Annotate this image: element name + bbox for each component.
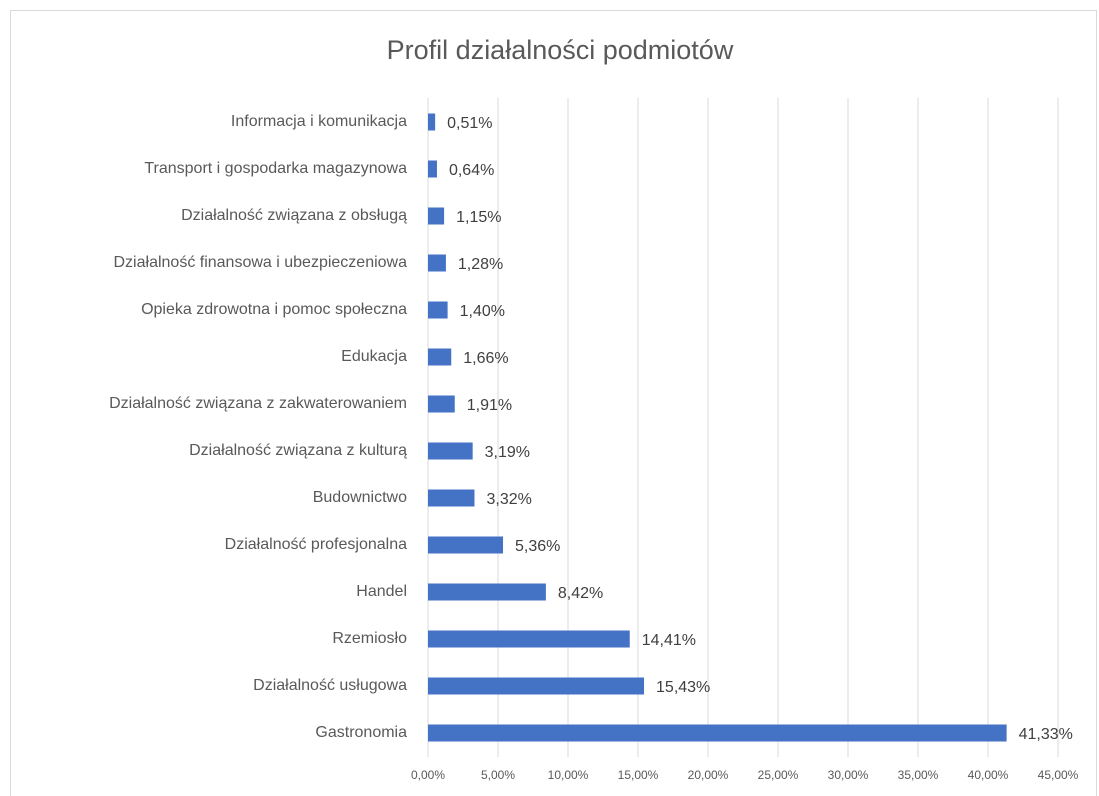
x-tick-label: 15,00%	[618, 768, 659, 782]
x-tick-label: 20,00%	[688, 768, 729, 782]
bar	[428, 442, 473, 460]
y-tick-label: Działalność związana z zakwaterowaniem	[109, 395, 407, 412]
y-tick-label: Rzemiosło	[332, 630, 407, 647]
y-tick-label: Opieka zdrowotna i pomoc społeczna	[141, 301, 407, 318]
bar	[428, 583, 546, 601]
data-label: 8,42%	[558, 585, 603, 602]
bar	[428, 254, 446, 272]
data-label: 14,41%	[642, 632, 696, 649]
y-tick-label: Działalność profesjonalna	[225, 536, 407, 553]
data-label: 41,33%	[1019, 726, 1073, 743]
x-tick-label: 40,00%	[968, 768, 1009, 782]
bar	[428, 113, 436, 131]
x-tick-label: 35,00%	[898, 768, 939, 782]
data-label: 1,40%	[460, 303, 505, 320]
y-tick-label: Transport i gospodarka magazynowa	[144, 160, 407, 177]
x-tick-label: 45,00%	[1038, 768, 1079, 782]
bar	[428, 489, 475, 507]
bar	[428, 724, 1007, 742]
chart-frame	[10, 10, 1097, 796]
bar	[428, 536, 504, 554]
x-tick-label: 10,00%	[548, 768, 589, 782]
data-label: 15,43%	[656, 679, 710, 696]
data-label: 3,32%	[486, 491, 531, 508]
y-tick-label: Handel	[356, 583, 407, 600]
data-label: 0,64%	[449, 162, 494, 179]
bar	[428, 395, 455, 413]
y-tick-label: Działalność usługowa	[253, 677, 407, 694]
y-tick-label: Budownictwo	[313, 489, 407, 506]
data-label: 3,19%	[485, 444, 530, 461]
bar	[428, 630, 630, 648]
y-tick-label: Informacja i komunikacja	[231, 113, 407, 130]
y-tick-label: Działalność finansowa i ubezpieczeniowa	[114, 254, 408, 271]
chart-title: Profil działalności podmiotów	[387, 35, 734, 65]
y-tick-label: Gastronomia	[315, 724, 407, 741]
x-tick-label: 0,00%	[411, 768, 445, 782]
data-label: 1,66%	[463, 350, 508, 367]
y-tick-label: Edukacja	[341, 348, 407, 365]
bar	[428, 677, 645, 695]
bar	[428, 160, 437, 178]
y-tick-label: Działalność związana z kulturą	[189, 442, 407, 459]
data-label: 1,28%	[458, 256, 503, 273]
data-label: 0,51%	[447, 115, 492, 132]
x-tick-label: 25,00%	[758, 768, 799, 782]
x-tick-label: 5,00%	[481, 768, 515, 782]
x-tick-label: 30,00%	[828, 768, 869, 782]
bar	[428, 207, 445, 225]
bar	[428, 301, 448, 319]
data-label: 1,91%	[467, 397, 512, 414]
bar	[428, 348, 452, 366]
data-label: 5,36%	[515, 538, 560, 555]
y-tick-label: Działalność związana z obsługą	[181, 207, 407, 224]
data-label: 1,15%	[456, 209, 501, 226]
